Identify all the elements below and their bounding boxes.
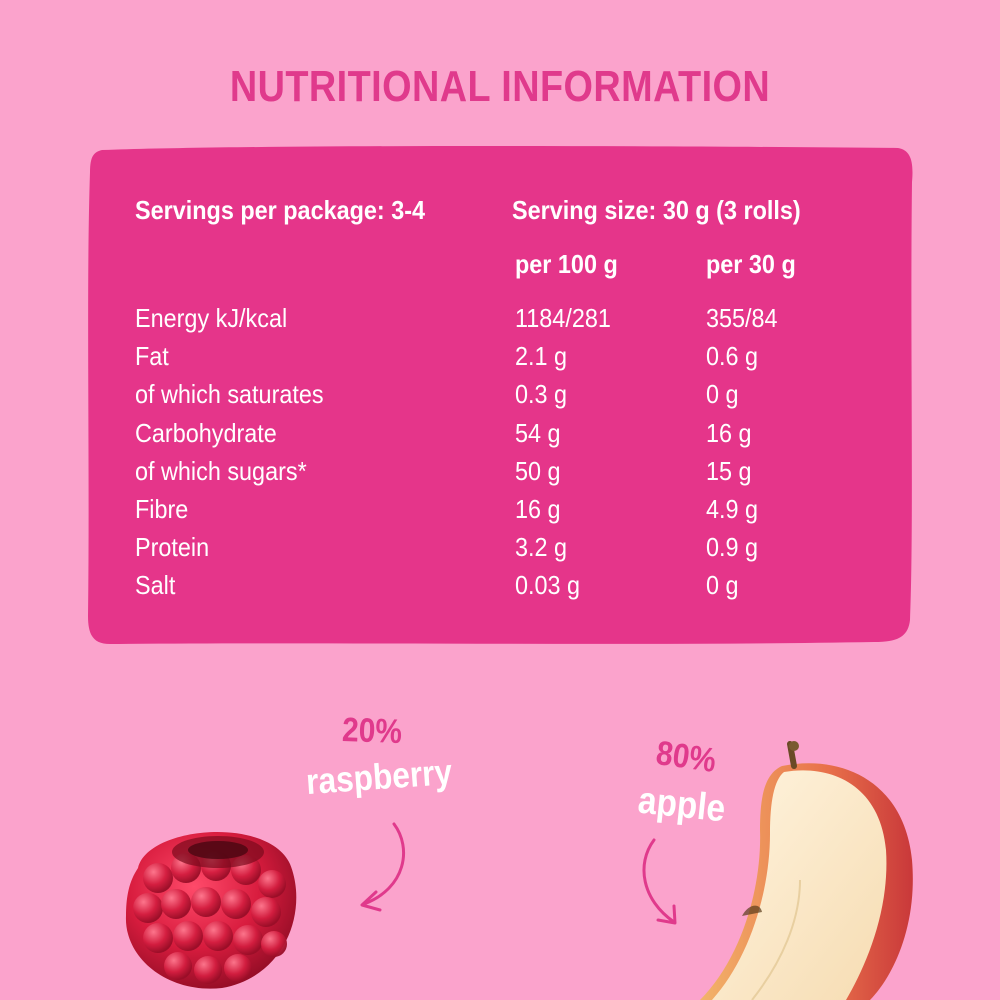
apple-arrow-icon (642, 838, 677, 925)
apple-slice-icon (700, 741, 913, 1000)
row-value-per-30g: 0.6 g (706, 341, 759, 371)
row-value-per-30g: 16 g (706, 418, 752, 448)
row-label: of which sugars* (135, 456, 307, 486)
row-label: Salt (135, 570, 176, 600)
row-value-per-100g: 2.1 g (515, 341, 568, 371)
row-label: Fat (135, 341, 169, 371)
raspberry-icon (125, 832, 297, 989)
servings-per-package: Servings per package: 3-4 (135, 195, 426, 225)
row-label: Energy kJ/kcal (135, 303, 288, 333)
raspberry-label: raspberry (304, 750, 454, 803)
page-title: NUTRITIONAL INFORMATION (229, 62, 771, 111)
row-value-per-100g: 54 g (515, 418, 561, 448)
row-value-per-30g: 15 g (706, 456, 752, 486)
row-value-per-30g: 4.9 g (706, 494, 759, 524)
row-value-per-30g: 0.9 g (706, 532, 759, 562)
row-label: Carbohydrate (135, 418, 277, 448)
row-value-per-100g: 3.2 g (515, 532, 568, 562)
serving-size: Serving size: 30 g (3 rolls) (512, 195, 801, 225)
row-value-per-100g: 0.03 g (515, 570, 581, 600)
row-value-per-30g: 0 g (706, 379, 739, 409)
table-background (88, 146, 913, 644)
row-value-per-30g: 355/84 (706, 303, 778, 333)
row-value-per-100g: 50 g (515, 456, 561, 486)
row-label: Fibre (135, 494, 189, 524)
row-label: Protein (135, 532, 210, 562)
row-label: of which saturates (135, 379, 324, 409)
raspberry-percent: 20% (341, 710, 403, 752)
column-header-per-30g: per 30 g (706, 249, 796, 279)
row-value-per-100g: 0.3 g (515, 379, 568, 409)
row-value-per-100g: 1184/281 (515, 303, 611, 333)
raspberry-arrow-icon (360, 822, 406, 912)
nutrition-table: Servings per package: 3-4 Serving size: … (84, 142, 916, 648)
row-value-per-30g: 0 g (706, 570, 739, 600)
row-value-per-100g: 16 g (515, 494, 561, 524)
column-header-per-100g: per 100 g (515, 249, 618, 279)
